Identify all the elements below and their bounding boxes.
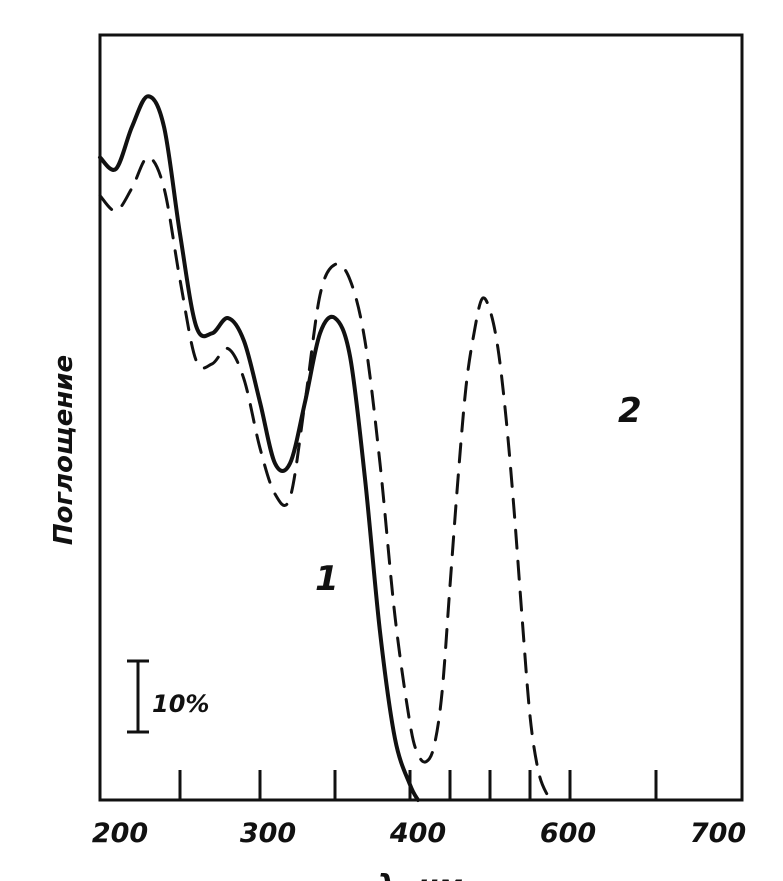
x-tick-label-600: 600 — [540, 818, 596, 849]
plot-frame — [98, 33, 744, 802]
x-tick-label-200: 200 — [92, 818, 148, 849]
scale-bar: 10% — [127, 659, 209, 734]
series-label-1: 1 — [315, 559, 339, 599]
series-label-2: 2 — [618, 391, 642, 431]
series-curve-1 — [98, 94, 420, 802]
curves — [98, 94, 556, 802]
x-axis-label: λ, нм — [375, 869, 463, 881]
y-axis-label: Поглощение — [49, 355, 79, 545]
scale-bar-label: 10% — [152, 690, 209, 718]
series-curve-2 — [98, 155, 556, 802]
x-tick-label-700: 700 — [690, 818, 746, 849]
x-axis-ticks — [178, 770, 658, 800]
x-tick-label-300: 300 — [240, 818, 296, 849]
x-tick-label-400: 400 — [389, 818, 446, 849]
